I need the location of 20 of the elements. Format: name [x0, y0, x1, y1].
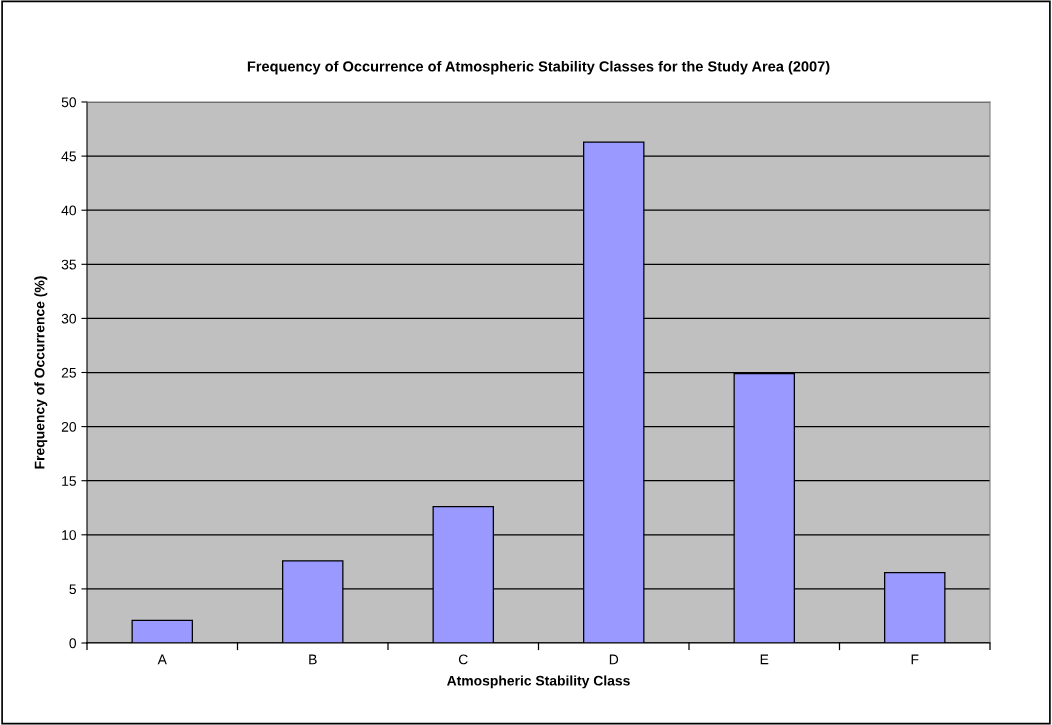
x-tick-label: F — [911, 654, 919, 665]
y-tick-label: 15 — [62, 476, 76, 486]
y-tick-label: 10 — [62, 530, 77, 540]
y-tick-label: 20 — [61, 421, 77, 432]
y-tick-label: 0 — [69, 638, 77, 649]
y-tick-label: 45 — [61, 151, 76, 162]
chart-title: Frequency of Occurrence of Atmospheric Stability Classes for the Study Area (2007) — [247, 60, 830, 75]
x-tick-label: E — [760, 654, 769, 665]
y-tick-label: 30 — [61, 313, 77, 324]
x-tick-label: A — [157, 654, 167, 665]
y-tick-label: 5 — [69, 584, 76, 595]
x-tick-label: B — [309, 654, 317, 665]
y-tick-label: 25 — [61, 367, 76, 378]
x-tick-label: D — [609, 654, 619, 665]
y-tick-label: 50 — [61, 97, 77, 108]
x-tick-label: C — [458, 654, 468, 665]
x-axis-title: Atmospheric Stability Class — [447, 675, 630, 689]
y-tick-label: 40 — [61, 205, 77, 216]
y-axis-title: Frequency of Occurrence (%) — [34, 276, 48, 469]
y-tick-label: 35 — [61, 259, 76, 270]
